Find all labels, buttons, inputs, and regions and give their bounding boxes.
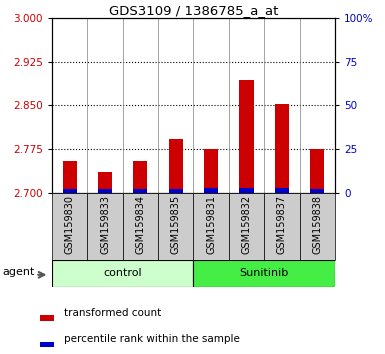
- Bar: [239, 80, 254, 193]
- Text: GSM159834: GSM159834: [136, 195, 146, 254]
- Text: transformed count: transformed count: [64, 308, 162, 318]
- Bar: [169, 139, 183, 193]
- Bar: [229, 193, 264, 260]
- Bar: [87, 193, 123, 260]
- Bar: [52, 260, 193, 287]
- Title: GDS3109 / 1386785_a_at: GDS3109 / 1386785_a_at: [109, 4, 278, 17]
- Bar: [193, 260, 335, 287]
- Bar: [310, 149, 324, 193]
- Bar: [63, 189, 77, 193]
- Bar: [169, 189, 183, 193]
- Text: GSM159830: GSM159830: [65, 195, 75, 254]
- Text: agent: agent: [3, 267, 35, 277]
- Bar: [133, 161, 147, 193]
- Bar: [264, 193, 300, 260]
- Bar: [63, 161, 77, 193]
- Bar: [310, 189, 324, 193]
- Text: GSM159833: GSM159833: [100, 195, 110, 254]
- Bar: [133, 189, 147, 193]
- Bar: [193, 193, 229, 260]
- Bar: [123, 193, 158, 260]
- Bar: [52, 193, 87, 260]
- Bar: [158, 193, 193, 260]
- Bar: [275, 188, 289, 193]
- Text: GSM159838: GSM159838: [312, 195, 322, 254]
- Bar: [40, 342, 54, 347]
- Text: control: control: [104, 268, 142, 279]
- Bar: [300, 193, 335, 260]
- Bar: [204, 188, 218, 193]
- Bar: [40, 315, 54, 321]
- Bar: [98, 189, 112, 193]
- Bar: [275, 104, 289, 193]
- Bar: [239, 188, 254, 193]
- Text: GSM159832: GSM159832: [241, 195, 251, 254]
- Text: Sunitinib: Sunitinib: [239, 268, 289, 279]
- Text: GSM159835: GSM159835: [171, 195, 181, 254]
- Text: percentile rank within the sample: percentile rank within the sample: [64, 334, 240, 344]
- Bar: [204, 149, 218, 193]
- Bar: [98, 172, 112, 193]
- Text: GSM159837: GSM159837: [277, 195, 287, 254]
- Text: GSM159831: GSM159831: [206, 195, 216, 254]
